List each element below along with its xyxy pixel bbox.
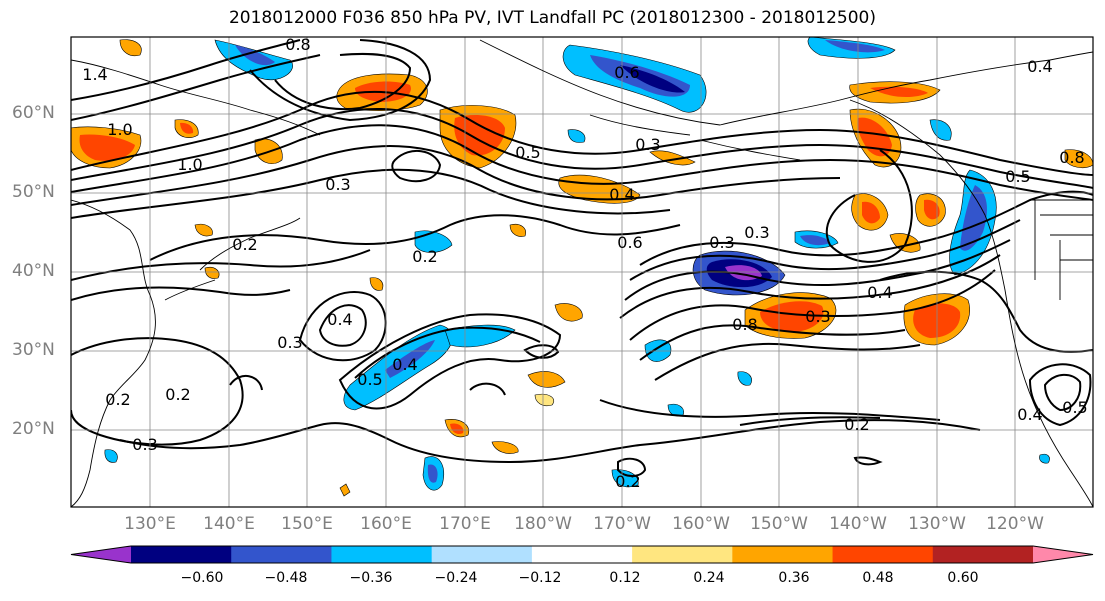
colorbar-tick-label: −0.48 — [264, 570, 308, 586]
contour-label: 0.3 — [805, 307, 830, 326]
contour-label: 0.3 — [709, 233, 734, 252]
lat-label: 40°N — [12, 261, 55, 281]
contour-label: 0.4 — [609, 185, 634, 204]
colorbar-tick-label: 0.60 — [947, 570, 979, 586]
lon-label: 130°W — [908, 514, 966, 534]
colorbar-tick-label: −0.12 — [518, 570, 562, 586]
contour-label: 0.4 — [867, 283, 892, 302]
lon-label: 130°E — [124, 514, 176, 534]
colorbar-segment — [832, 546, 934, 563]
contour-label: 0.3 — [744, 223, 769, 242]
lon-label: 160°E — [360, 514, 412, 534]
contour-label: 0.5 — [1062, 398, 1087, 417]
contour-label: 0.6 — [617, 233, 642, 252]
colorbar-outline — [70, 545, 1094, 564]
pv-shading — [71, 37, 1093, 497]
lon-label: 150°E — [281, 514, 333, 534]
contour-label: 0.4 — [327, 310, 352, 329]
contour-label: 1.4 — [82, 65, 107, 84]
contour-label: 0.6 — [614, 63, 639, 82]
colorbar-segment — [732, 546, 834, 563]
contour-label: 0.2 — [412, 247, 437, 266]
contour-label: 0.5 — [357, 370, 382, 389]
colorbar-segment — [71, 546, 131, 563]
contour-label: 0.3 — [635, 135, 660, 154]
contour-label: 0.5 — [515, 143, 540, 162]
colorbar-tick-label: 0.12 — [609, 570, 641, 586]
contour-label: 0.2 — [844, 415, 869, 434]
contour-label: 0.2 — [232, 235, 257, 254]
contour-label: 0.4 — [1027, 57, 1052, 76]
lat-label: 20°N — [12, 419, 55, 439]
lon-label: 160°W — [672, 514, 730, 534]
colorbar-segment — [1033, 546, 1093, 563]
contour-label: 0.4 — [392, 355, 417, 374]
contour-label: 0.2 — [615, 472, 640, 491]
colorbar-tick-label: −0.60 — [180, 570, 224, 586]
grid-lines — [71, 37, 1093, 507]
contour-label: 0.4 — [1017, 405, 1042, 424]
lat-label: 30°N — [12, 340, 55, 360]
colorbar-tick-label: −0.24 — [434, 570, 478, 586]
contour-label: 0.5 — [1005, 167, 1030, 186]
colorbar-tick-label: 0.24 — [693, 570, 725, 586]
contour-label: 0.2 — [105, 390, 130, 409]
colorbar-segment — [632, 546, 733, 563]
colorbar-tick-label: 0.48 — [862, 570, 894, 586]
contour-label: 0.2 — [165, 385, 190, 404]
contour-labels: 0.8 0.6 1.4 1.0 1.0 0.5 0.3 0.4 0.6 0.3 … — [82, 35, 1087, 491]
contour-label: 0.8 — [1059, 148, 1084, 167]
lon-label: 170°E — [439, 514, 491, 534]
contour-label: 0.8 — [285, 35, 310, 54]
colorbar-segment — [531, 546, 633, 563]
contour-label: 0.3 — [132, 435, 157, 454]
contour-label: 0.3 — [277, 333, 302, 352]
colorbar-segment — [131, 546, 232, 563]
lon-label: 140°W — [829, 514, 887, 534]
lon-label: 150°W — [750, 514, 808, 534]
colorbar-tick-label: 0.36 — [778, 570, 810, 586]
colorbar-segment — [231, 546, 332, 563]
plot-title: 2018012000 F036 850 hPa PV, IVT Landfall… — [228, 8, 876, 28]
ivt-contours — [71, 39, 1093, 477]
lon-label: 120°W — [986, 514, 1044, 534]
contour-label: 0.8 — [732, 315, 757, 334]
colorbar-segment — [431, 546, 533, 563]
lat-label: 60°N — [12, 103, 55, 123]
lon-label: 140°E — [203, 514, 255, 534]
colorbar-tick-label: −0.36 — [349, 570, 393, 586]
contour-label: 0.3 — [325, 175, 350, 194]
lon-label: 180°W — [514, 514, 572, 534]
lon-label: 170°W — [593, 514, 651, 534]
colorbar-segment — [932, 546, 1034, 563]
contour-label: 1.0 — [107, 120, 132, 139]
lat-label: 50°N — [12, 182, 55, 202]
map-border — [70, 36, 1094, 508]
coastlines — [71, 39, 1093, 507]
contour-label: 1.0 — [177, 155, 202, 174]
colorbar — [70, 545, 1094, 564]
colorbar-segment — [331, 546, 433, 563]
